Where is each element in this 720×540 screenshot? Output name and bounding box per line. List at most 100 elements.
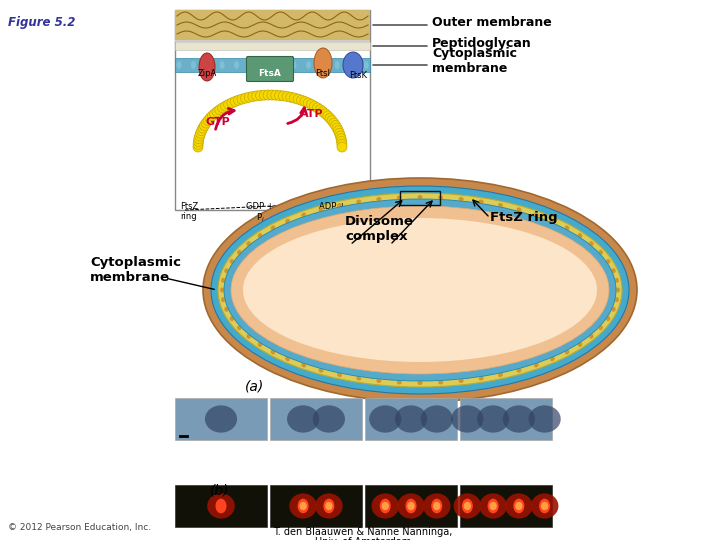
Ellipse shape (615, 297, 619, 302)
Ellipse shape (246, 334, 251, 339)
Ellipse shape (300, 502, 307, 510)
Ellipse shape (459, 379, 464, 383)
Ellipse shape (431, 498, 442, 514)
Ellipse shape (372, 494, 399, 518)
Ellipse shape (220, 101, 230, 111)
Ellipse shape (258, 342, 262, 347)
Ellipse shape (397, 195, 402, 199)
Ellipse shape (199, 53, 215, 81)
Ellipse shape (606, 316, 611, 321)
Ellipse shape (364, 61, 369, 69)
Ellipse shape (490, 502, 497, 510)
Ellipse shape (369, 406, 401, 433)
Ellipse shape (405, 498, 416, 514)
Ellipse shape (312, 406, 345, 433)
Ellipse shape (221, 297, 225, 302)
Text: FtsZ ring: FtsZ ring (490, 212, 557, 225)
Text: Figure 5.2: Figure 5.2 (8, 16, 76, 29)
Ellipse shape (315, 105, 325, 114)
Ellipse shape (203, 178, 637, 402)
Ellipse shape (207, 111, 217, 121)
Ellipse shape (194, 131, 204, 141)
Bar (400, 191, 440, 205)
Ellipse shape (306, 61, 311, 69)
Ellipse shape (590, 241, 593, 246)
Text: Cytoplasmic
membrane: Cytoplasmic membrane (90, 256, 181, 284)
Ellipse shape (377, 197, 382, 201)
Ellipse shape (263, 90, 273, 100)
Ellipse shape (248, 61, 253, 69)
Ellipse shape (479, 199, 484, 204)
Bar (270, 398, 362, 440)
Ellipse shape (433, 502, 441, 510)
Ellipse shape (327, 116, 337, 126)
Ellipse shape (203, 116, 213, 126)
Ellipse shape (356, 199, 361, 204)
Ellipse shape (224, 199, 616, 381)
Ellipse shape (211, 186, 629, 394)
Ellipse shape (289, 93, 300, 103)
Text: FtsK: FtsK (349, 71, 367, 80)
Ellipse shape (505, 494, 533, 518)
Text: P$_i$: P$_i$ (256, 212, 264, 225)
Ellipse shape (258, 233, 262, 238)
Ellipse shape (221, 278, 225, 283)
Ellipse shape (231, 206, 609, 374)
Bar (175, 42, 370, 50)
Ellipse shape (349, 61, 354, 69)
Ellipse shape (612, 268, 616, 273)
Text: FtsZ
ring: FtsZ ring (180, 202, 198, 221)
Ellipse shape (336, 134, 346, 144)
Text: (b): (b) (210, 484, 230, 498)
Ellipse shape (487, 498, 499, 514)
Ellipse shape (382, 502, 389, 510)
Text: FtsI: FtsI (315, 69, 330, 78)
Ellipse shape (271, 226, 275, 230)
Ellipse shape (612, 307, 616, 312)
Ellipse shape (224, 99, 233, 110)
Ellipse shape (578, 233, 582, 238)
Ellipse shape (565, 350, 570, 355)
Ellipse shape (201, 118, 211, 128)
Text: ADP +: ADP + (318, 202, 346, 211)
Ellipse shape (271, 90, 281, 100)
Ellipse shape (207, 494, 235, 518)
Ellipse shape (541, 502, 549, 510)
Ellipse shape (225, 307, 228, 312)
Ellipse shape (329, 118, 339, 128)
Ellipse shape (379, 498, 391, 514)
Ellipse shape (480, 494, 507, 518)
Ellipse shape (267, 90, 277, 100)
Ellipse shape (337, 373, 342, 377)
Ellipse shape (197, 126, 207, 136)
Ellipse shape (259, 90, 269, 100)
Ellipse shape (240, 93, 251, 103)
Ellipse shape (616, 287, 620, 293)
Ellipse shape (335, 129, 344, 138)
Ellipse shape (297, 498, 309, 514)
Ellipse shape (256, 91, 266, 100)
Ellipse shape (550, 219, 555, 223)
Text: GTP: GTP (206, 117, 230, 127)
Ellipse shape (243, 218, 597, 362)
Ellipse shape (196, 129, 205, 138)
Bar (175, 10, 370, 210)
Bar (175, 40, 370, 42)
Ellipse shape (438, 381, 444, 384)
Ellipse shape (176, 61, 181, 69)
Ellipse shape (337, 203, 342, 207)
Ellipse shape (230, 316, 234, 321)
Ellipse shape (606, 259, 611, 264)
Ellipse shape (220, 287, 224, 293)
Ellipse shape (464, 502, 471, 510)
Ellipse shape (438, 195, 444, 199)
Ellipse shape (220, 61, 225, 69)
Ellipse shape (277, 61, 282, 69)
Bar (175, 58, 370, 72)
Ellipse shape (225, 268, 228, 273)
Ellipse shape (531, 494, 559, 518)
Ellipse shape (516, 502, 523, 510)
Ellipse shape (300, 97, 310, 106)
Ellipse shape (528, 406, 561, 433)
Text: ZipA: ZipA (197, 69, 217, 78)
